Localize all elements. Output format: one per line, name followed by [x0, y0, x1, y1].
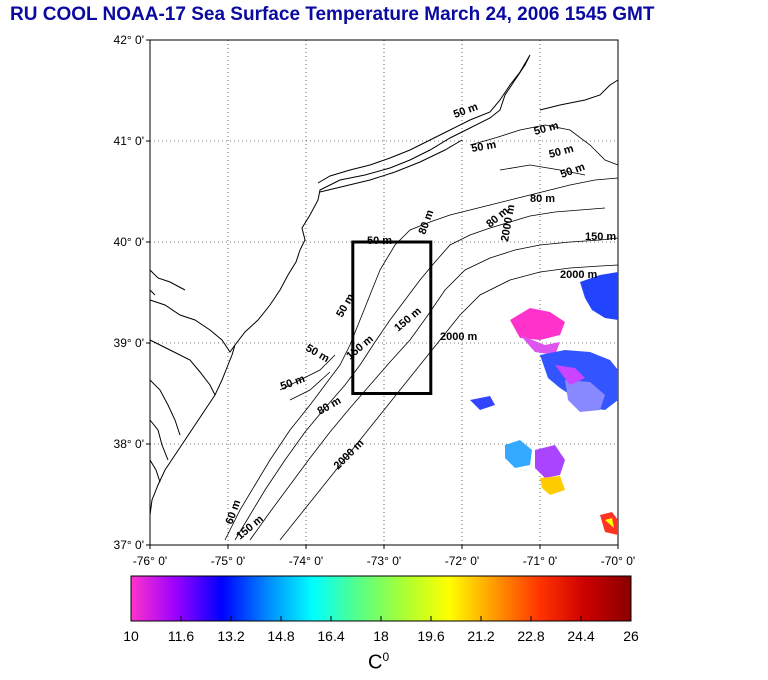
colorbar-tick-label: 10 [123, 628, 139, 644]
latitude-tick-labels: 42° 0' 41° 0' 40° 0' 39° 0' 38° 0' 37° 0' [114, 33, 150, 552]
longitude-tick-label: -72° 0' [445, 554, 479, 568]
colorbar-tick-label: 16.4 [317, 628, 344, 644]
colorbar [130, 575, 632, 622]
isobath-label: 2000 m [440, 331, 478, 343]
latitude-tick-label: 40° 0' [114, 235, 144, 249]
isobath-label: 80 m [530, 193, 555, 205]
study-region-box [351, 240, 433, 395]
sst-data [470, 272, 618, 535]
colorbar-tick-label: 14.8 [267, 628, 294, 644]
isobath-contours [224, 124, 619, 541]
colorbar-tick-label: 21.2 [467, 628, 494, 644]
isobath-label: 50 m [367, 235, 392, 247]
longitude-tick-label: -76° 0' [133, 554, 167, 568]
colorbar-tick-label: 22.8 [517, 628, 544, 644]
longitude-tick-labels: -76° 0' -75° 0' -74° 0' -73° 0' -72° 0' -71° … [133, 545, 635, 568]
map-title: RU COOL NOAA-17 Sea Surface Temperature … [10, 4, 655, 25]
isobath-label: 50 m [470, 139, 497, 155]
colorbar-tick-label: 13.2 [217, 628, 244, 644]
latitude-tick-label: 37° 0' [114, 538, 144, 552]
unit-base: C [368, 651, 383, 674]
coastline [149, 54, 619, 516]
colorbar-tick-label: 26 [623, 628, 639, 644]
unit-superscript: 0 [382, 650, 390, 664]
latitude-tick-label: 39° 0' [114, 336, 144, 350]
longitude-tick-label: -73° 0' [367, 554, 401, 568]
latitude-tick-label: 41° 0' [114, 134, 144, 148]
colorbar-tick-label: 19.6 [417, 628, 444, 644]
colorbar-unit: C0 [368, 650, 389, 675]
latitude-tick-label: 42° 0' [114, 33, 144, 47]
isobath-label: 2000 m [560, 269, 598, 281]
longitude-tick-label: -71° 0' [523, 554, 557, 568]
colorbar-tick-label: 11.6 [168, 628, 194, 644]
colorbar-tick-labels: 10 11.6 13.2 14.8 16.4 18 19.6 21.2 22.8 24.4 26 [123, 616, 639, 644]
longitude-tick-label: -75° 0' [211, 554, 245, 568]
longitude-tick-label: -74° 0' [289, 554, 323, 568]
latitude-tick-label: 38° 0' [114, 437, 144, 451]
colorbar-tick-label: 18 [373, 628, 389, 644]
colorbar-tick-label: 24.4 [567, 628, 594, 644]
longitude-tick-label: -70° 0' [601, 554, 635, 568]
isobath-label: 150 m [585, 231, 616, 243]
